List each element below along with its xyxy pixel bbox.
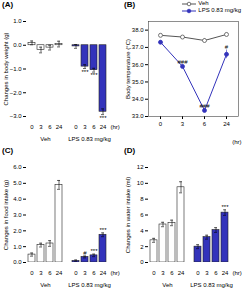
svg-text:0.0: 0.0: [13, 259, 22, 265]
svg-text:1.0: 1.0: [13, 244, 22, 250]
svg-text:Changes in food intake (g): Changes in food intake (g): [3, 180, 9, 250]
svg-text:35.0: 35.0: [132, 79, 144, 85]
html-text:LPS 0.83 mg/kg: LPS 0.83 mg/kg: [198, 7, 241, 13]
svg-text:Body temperature (°C): Body temperature (°C): [125, 39, 131, 99]
svg-text:Changes in body weight (g): Changes in body weight (g): [3, 32, 9, 105]
svg-text:3: 3: [205, 270, 209, 276]
svg-text:24: 24: [222, 270, 229, 276]
svg-text:5.0: 5.0: [13, 180, 22, 186]
svg-text:Veh: Veh: [40, 136, 50, 142]
svg-text:6: 6: [48, 124, 52, 130]
svg-text:3: 3: [83, 124, 87, 130]
svg-text:LPS 0.83 mg/kg: LPS 0.83 mg/kg: [68, 282, 111, 288]
svg-text:−1.0: −1.0: [10, 66, 23, 72]
svg-text:34.0: 34.0: [132, 96, 144, 102]
svg-text:***: ***: [81, 69, 89, 75]
svg-text:24: 24: [100, 270, 107, 276]
svg-text:12: 12: [137, 164, 144, 170]
svg-text:−3.0: −3.0: [10, 113, 23, 119]
svg-text:6: 6: [92, 124, 96, 130]
svg-text:Changes in water intake (ml): Changes in water intake (ml): [125, 177, 131, 253]
svg-text:3: 3: [39, 124, 43, 130]
svg-text:2.0: 2.0: [13, 228, 22, 234]
svg-text:3.0: 3.0: [13, 212, 22, 218]
svg-text:24: 24: [223, 121, 230, 127]
svg-text:LPS 0.83 mg/kg: LPS 0.83 mg/kg: [68, 136, 111, 142]
html-text:(B): (B): [124, 0, 136, 9]
svg-text:0: 0: [196, 270, 200, 276]
svg-text:Veh: Veh: [162, 282, 172, 288]
svg-text:0.0: 0.0: [13, 42, 22, 48]
svg-text:24: 24: [56, 270, 63, 276]
svg-text:(hr): (hr): [111, 124, 120, 130]
svg-text:#: #: [83, 250, 87, 256]
svg-text:***: ***: [90, 72, 98, 78]
svg-text:***: ***: [221, 204, 229, 210]
svg-text:2: 2: [140, 244, 144, 250]
svg-text:10: 10: [137, 180, 144, 186]
svg-text:###: ###: [177, 59, 188, 65]
svg-text:LPS 0.83 mg/kg: LPS 0.83 mg/kg: [190, 282, 233, 288]
svg-text:0: 0: [140, 259, 144, 265]
html-text:(C): (C): [2, 146, 14, 155]
svg-text:37.0: 37.0: [132, 44, 144, 50]
svg-text:6: 6: [203, 121, 207, 127]
svg-text:6.0: 6.0: [13, 164, 22, 170]
html-text:(A): (A): [2, 0, 14, 9]
html-text:(D): (D): [124, 146, 136, 155]
svg-text:#: #: [225, 44, 229, 50]
svg-text:6: 6: [214, 270, 218, 276]
svg-text:0: 0: [152, 270, 156, 276]
svg-text:0: 0: [30, 270, 34, 276]
svg-text:***: ***: [90, 248, 98, 254]
svg-text:24: 24: [100, 124, 107, 130]
svg-text:6: 6: [170, 270, 174, 276]
svg-text:8: 8: [140, 196, 144, 202]
svg-text:1.0: 1.0: [13, 18, 22, 24]
svg-text:(hr): (hr): [111, 270, 120, 276]
svg-text:###: ###: [199, 103, 210, 109]
svg-text:0: 0: [30, 124, 34, 130]
svg-text:***: ***: [99, 115, 107, 121]
svg-text:3: 3: [83, 270, 87, 276]
svg-text:33.0: 33.0: [132, 113, 144, 119]
svg-text:24: 24: [56, 124, 63, 130]
svg-text:4: 4: [140, 228, 144, 234]
svg-text:0: 0: [74, 124, 78, 130]
svg-text:3: 3: [39, 270, 43, 276]
svg-text:6: 6: [140, 212, 144, 218]
svg-text:3: 3: [161, 270, 165, 276]
svg-text:6: 6: [48, 270, 52, 276]
svg-text:***: ***: [99, 227, 107, 233]
svg-text:Veh: Veh: [40, 282, 50, 288]
svg-text:4.0: 4.0: [13, 196, 22, 202]
svg-text:6: 6: [92, 270, 96, 276]
svg-text:3: 3: [181, 121, 185, 127]
svg-text:0: 0: [74, 270, 78, 276]
svg-text:(hr): (hr): [233, 270, 242, 276]
svg-text:(hr): (hr): [232, 139, 241, 145]
html-text:Veh: Veh: [198, 0, 209, 6]
svg-text:36.0: 36.0: [132, 62, 144, 68]
svg-text:38.0: 38.0: [132, 27, 144, 33]
svg-text:24: 24: [178, 270, 185, 276]
svg-text:−2.0: −2.0: [10, 90, 23, 96]
svg-text:0: 0: [159, 121, 163, 127]
